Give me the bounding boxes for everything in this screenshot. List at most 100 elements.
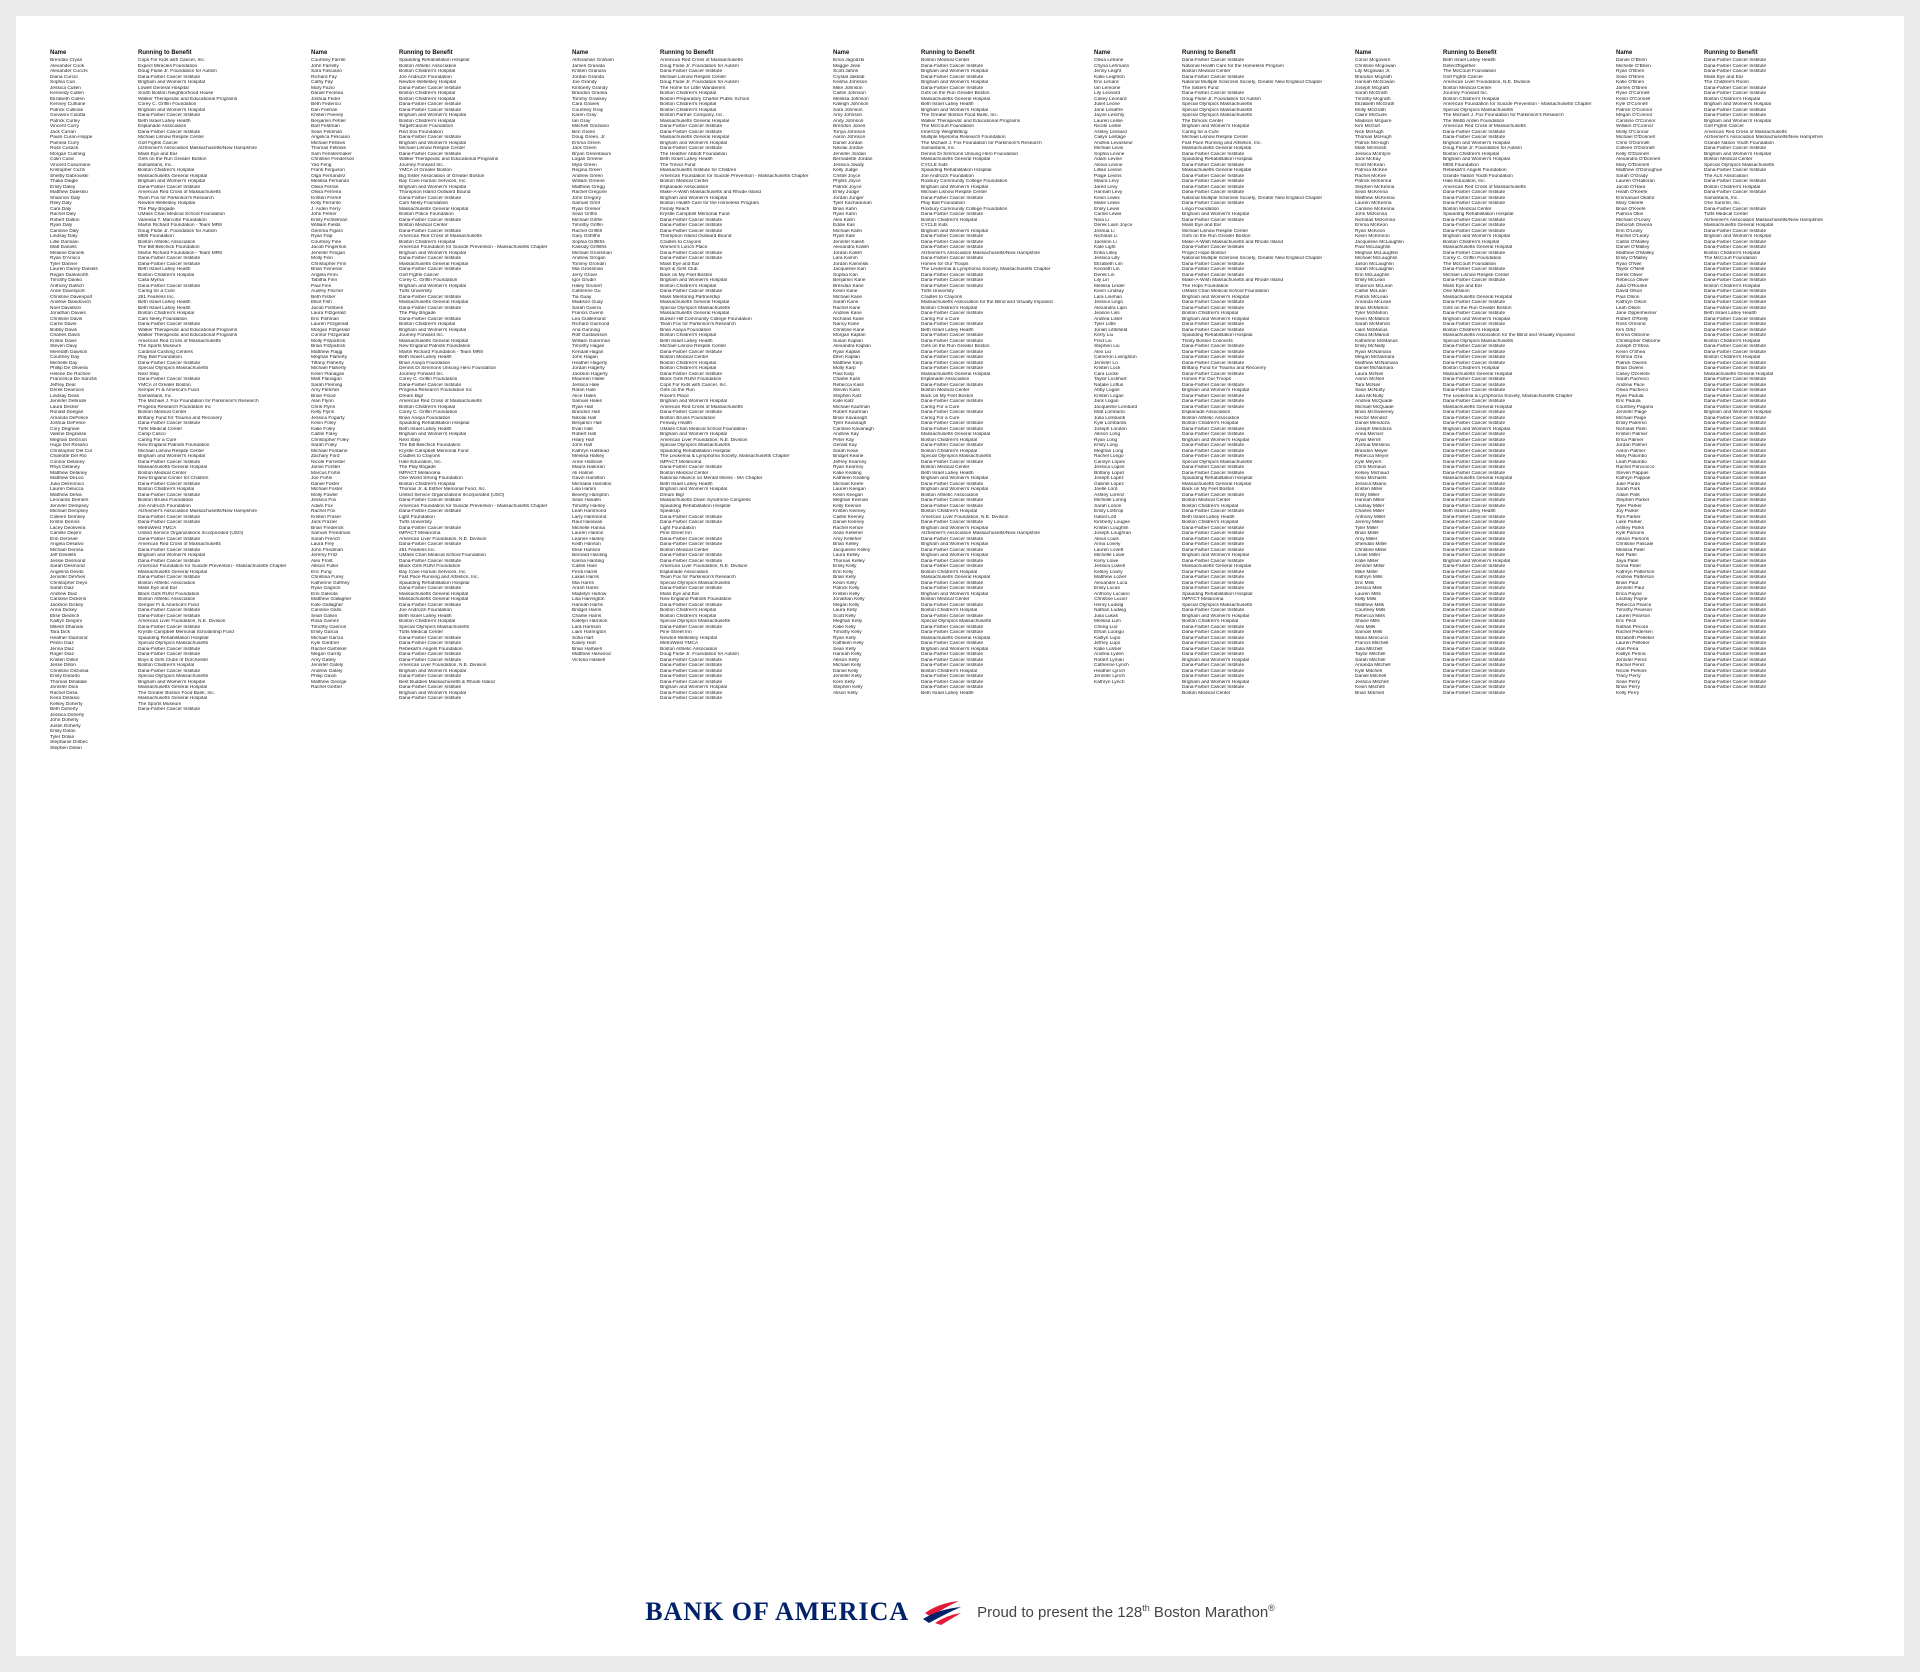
charity-name: Dana-Farber Cancer Institute [1704,278,1767,283]
charity-name: Homes For Our Troops [1182,377,1232,382]
runner-name: Melissa Halsey [572,454,605,459]
runner-name: Samuel Hales [572,399,602,404]
runner-name: Eric Lenard [1094,80,1119,85]
runner-name: Stephen Katz [833,393,862,399]
runner-name: Kristen Miller [1355,487,1383,492]
runner-name: Diana Curcio [50,74,78,80]
charity-name: Special Olympics Massachusetts [1182,107,1253,113]
runner-name: Kelly Keenan [833,503,862,509]
charity-name: Dana-Farber Cancer Institute [1443,388,1506,393]
runner-name: Matthew Gallagher [311,597,352,602]
runner-name: Lisa Hamm [572,487,597,492]
runner-name: Julia McNulty [1355,393,1384,399]
runner-name: Joseph London [1094,426,1127,432]
charity-name: Dana-Farber Cancer Institute [1704,542,1767,547]
runner-name: Rachel Gerber [311,685,343,690]
runner-name: Casey Ozcelebi [1616,371,1650,377]
charity-name: Boston Children's Hospital [399,322,456,327]
runner-name: Hannah Levy [1094,190,1123,195]
charity-name: Brigham and Women's Hospital [1182,124,1249,129]
charity-name: Special Olympics Massachusetts [660,580,731,586]
runner-name: Lauren Pearson [1616,613,1651,619]
charity-column: Running to Benefit Dana-Farber Cancer Ins… [1704,48,1877,1568]
charity-name: Dana-Farber Cancer Institute [660,129,723,135]
runner-name: Ian Lemoine [1094,85,1121,91]
charity-name: Journey Forward Inc. [1443,91,1489,96]
runner-name: Caitlin O'Malley [1616,239,1650,245]
charity-name: Massachusetts General Hospital [660,311,730,316]
runner-name: Nicole Perkins [1616,668,1647,674]
charity-name: Dana-Farber Cancer Institute [1443,591,1506,597]
charity-name: Boston Athletic Association [138,239,196,245]
runner-name: Katie Foley [311,426,335,432]
charity-name: Tufts Medical Center [1704,212,1749,217]
runner-name: Michelle O'Brien [1616,63,1651,69]
charity-name: Brigham and Women's Hospital [399,690,466,696]
runner-name: Jessica Mitchell [1355,679,1389,685]
runner-name: Patrick McKenna [1355,179,1392,184]
charity-name: Dana-Farber Cancer Institute [921,679,984,685]
runner-name: Joy Parker [1616,509,1639,514]
runner-name: Marcus Fortin [311,470,341,476]
charity-name: Dana-Farber Cancer Institute [921,641,984,646]
charity-name: Dana-Farber Cancer Institute [1443,657,1506,663]
charity-name: Dana-Farber Cancer Institute [660,371,723,377]
charity-name: American Red Cross of Massachusetts [138,542,221,547]
runner-name: Rolf Gustavsson [572,333,608,338]
runner-name: Brandon Meyer [1355,448,1388,454]
runner-name: Caitlin Keeney [833,514,864,520]
charity-name: Dana-Farber Cancer Institute [1443,465,1506,470]
charity-name: Joe Andruzzi Foundation [399,608,452,613]
charity-name: Beth Israel Lahey Health [660,157,713,162]
runner-name: Matthew Karp [833,360,863,366]
runner-name: Igor Grudin [572,278,596,283]
runner-name: Joseph Lopez [1094,476,1124,481]
runner-name: Keira Distasio [50,696,80,701]
runner-name: Kaitlyn Lupo [1094,635,1121,641]
runner-name: Beverly Hampton [572,492,609,498]
runner-name: Molly Fowler [311,492,338,498]
runner-name: Molly Karp [833,366,856,371]
charity-name: Dana-Farber Cancer Institute [921,245,984,250]
runner-name: Rebecca Kass [833,382,864,388]
runner-name: Heath O'Keefe [1616,190,1648,195]
charity-name: Dana-Farber Cancer Institute [399,294,462,300]
runner-name: Timothy Gannon [311,624,347,630]
charity-name: Dana-Farber Cancer Institute [1182,635,1245,641]
runner-name: Sarah O'Grady [1616,173,1648,179]
name-header: Name [833,50,850,56]
charity-name: Brian Anaya Foundation [660,327,712,333]
charity-name: Boston Medical Center [660,355,709,360]
charity-name: MEB Foundation [1443,162,1479,168]
runner-name: Jessica Cullen [50,85,81,91]
runner-name: Cathy Fay [311,80,333,85]
charity-name: Boston Medical Center [660,547,709,553]
charity-column: Running to Benefit Beth Israel Lahey Heal… [1443,48,1616,1568]
charity-name: The Heather Abbott Foundation [660,151,727,157]
runner-name: Erin Derosier [50,536,78,542]
runner-name: Giovanni Culotta [50,113,86,118]
runner-name: Sarah Park [1616,487,1640,492]
runner-name: Steven Kass [833,388,860,393]
charity-name: Massachusetts General Hospital [138,569,208,575]
runner-name: Kristin Davis [50,338,77,344]
charity-name: Beth Israel Lahey Health [138,118,191,124]
charity-name: Michael Lisnow Respite Center [660,344,727,349]
charity-name: Dana-Farber Cancer Institute [1704,476,1767,481]
runner-name: Alex Kahn [833,217,855,223]
charity-name: Spaulding Rehabilitation Hospital [1182,591,1253,597]
charity-name: Dana-Farber Cancer Institute [1704,679,1767,685]
charity-name: Beth Israel Lahey Health [399,613,452,619]
runner-name: Nicole Leslie [1094,124,1122,129]
charity-name: Dana-Farber Cancer Institute [1443,679,1506,685]
runner-name: Timothy Danko [50,278,83,283]
charity-name: Boston Children's Hospital [921,217,978,223]
runner-name: Thomas Fellows [311,146,346,151]
charity-name: Special Olympics Massachusetts [1443,338,1514,344]
charity-name: Brigham and Women's Hospital [921,525,988,531]
charity-name: Dana-Farber Cancer Institute [921,239,984,245]
runner-name: Shane Mills [1355,619,1380,624]
runner-name: Kelly O'Donnell [1616,151,1649,157]
runner-name: Alexandra Kaplan [833,344,871,349]
charity-name: Tufts University [921,289,954,294]
